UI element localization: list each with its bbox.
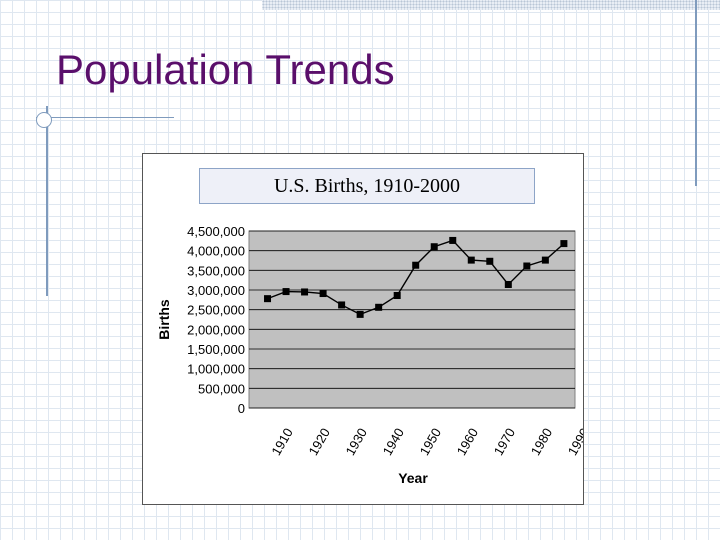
chart-title: U.S. Births, 1910-2000 — [199, 168, 535, 204]
data-point — [430, 243, 438, 251]
data-point — [393, 292, 401, 300]
decorative-vertical-line-right — [695, 0, 697, 186]
data-point — [301, 288, 309, 296]
y-tick-label: 0 — [238, 401, 245, 416]
y-tick-label: 4,000,000 — [187, 244, 245, 259]
data-point — [486, 257, 494, 265]
top-decorative-band — [262, 0, 720, 10]
data-point — [412, 261, 420, 269]
x-tick-label: 1980 — [528, 425, 555, 458]
x-tick-label: 1960 — [454, 425, 481, 458]
data-point — [560, 240, 568, 248]
data-point — [319, 290, 327, 298]
decorative-circle — [36, 112, 52, 128]
y-tick-label: 3,000,000 — [187, 283, 245, 298]
data-point — [449, 236, 457, 244]
x-tick-label: 1910 — [268, 425, 295, 458]
data-point — [467, 256, 475, 264]
x-axis-title: Year — [398, 470, 428, 486]
data-point — [523, 262, 531, 270]
data-point — [541, 256, 549, 264]
y-tick-label: 3,500,000 — [187, 263, 245, 278]
data-point — [282, 288, 290, 296]
plot-area — [248, 230, 576, 409]
data-point — [504, 280, 512, 288]
y-tick-label: 2,500,000 — [187, 303, 245, 318]
y-tick-label: 500,000 — [198, 381, 245, 396]
y-tick-label: 2,000,000 — [187, 322, 245, 337]
data-point — [264, 295, 272, 303]
decorative-horizontal-line — [36, 117, 174, 118]
births-line-chart: 0 500,000 1,000,000 1,500,000 2,000,000 2,500… — [156, 224, 583, 486]
x-tick-label: 1940 — [380, 425, 407, 458]
data-point — [338, 301, 346, 309]
decorative-vertical-line-left — [46, 106, 48, 296]
x-tick-label: 1950 — [417, 425, 444, 458]
data-point — [375, 303, 383, 311]
x-tick-label: 1920 — [305, 425, 332, 458]
y-axis-title: Births — [156, 299, 172, 340]
y-tick-label: 4,500,000 — [187, 224, 245, 239]
slide-title: Population Trends — [56, 46, 395, 93]
y-tick-label: 1,000,000 — [187, 362, 245, 377]
chart-frame: 0 500,000 1,000,000 1,500,000 2,000,000 2,500… — [142, 153, 584, 505]
data-point — [356, 310, 364, 318]
y-tick-label: 1,500,000 — [187, 342, 245, 357]
x-tick-label: 1990 — [565, 425, 583, 458]
x-tick-label: 1970 — [491, 425, 518, 458]
x-tick-label: 1930 — [343, 425, 370, 458]
